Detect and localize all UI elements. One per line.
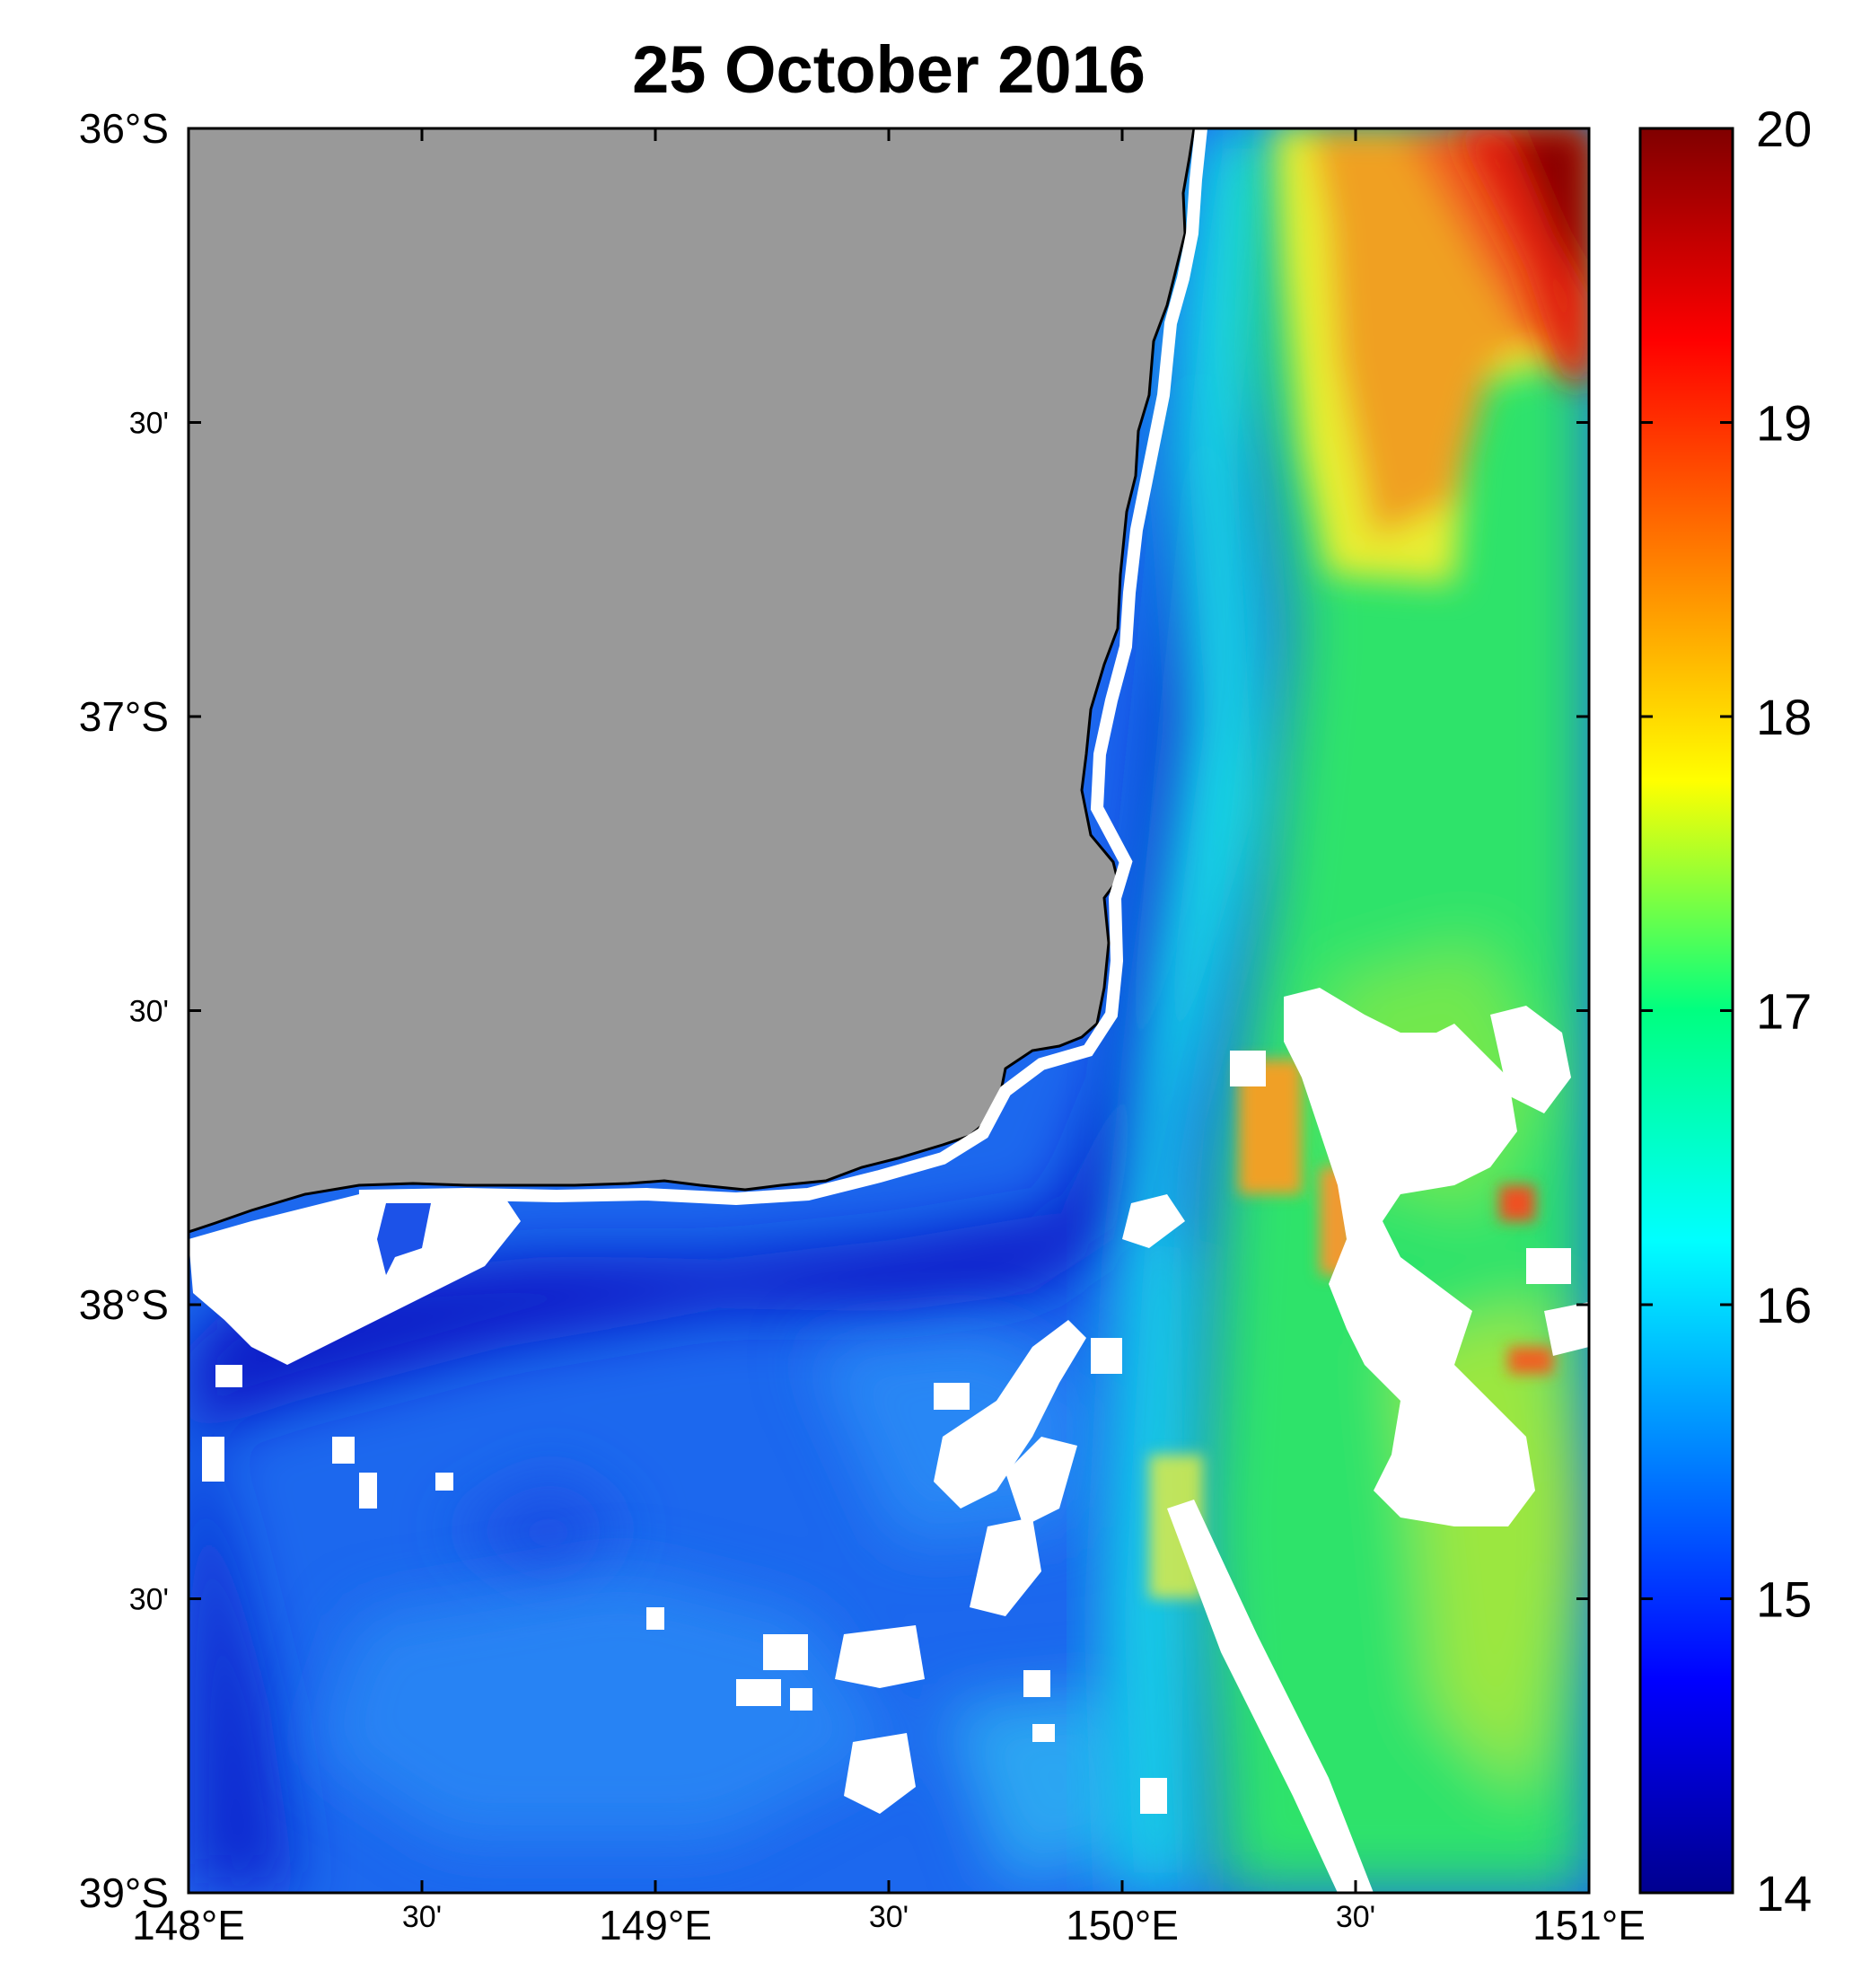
- latitude-axis: 36°S 30' 37°S 30' 38°S 30' 39°S: [79, 105, 1589, 1916]
- lat-tick-label: 39°S: [79, 1869, 169, 1916]
- lat-tick-label: 30': [129, 1583, 169, 1617]
- hot-corner: [1454, 128, 1589, 386]
- colorbar-tick-label: 14: [1756, 1865, 1812, 1922]
- longitude-axis: 148°E 30' 149°E 30' 150°E 30' 151°E: [132, 128, 1646, 1948]
- map-title: 25 October 2016: [632, 32, 1146, 107]
- lat-tick-label: 30': [129, 407, 169, 441]
- colorbar-tick-label: 19: [1756, 395, 1812, 452]
- colorbar: 20 19 18 17 16 15 14: [1638, 101, 1812, 1922]
- lat-tick-label: 36°S: [79, 105, 169, 152]
- lon-tick-label: 30': [402, 1900, 442, 1934]
- colorbar-tick-label: 16: [1756, 1277, 1812, 1333]
- colorbar-tick-label: 17: [1756, 983, 1812, 1040]
- land-mass: [189, 128, 1196, 1234]
- colorbar-tick-label: 20: [1756, 101, 1812, 157]
- cloud-nodata-regions: [189, 988, 1589, 1893]
- lat-tick-label: 30': [129, 995, 169, 1029]
- lon-tick-label: 149°E: [599, 1902, 712, 1948]
- lon-tick-label: 151°E: [1532, 1902, 1646, 1948]
- lon-tick-label: 30': [1336, 1900, 1375, 1934]
- colorbar-tick-label: 15: [1756, 1571, 1812, 1628]
- coastal-nodata-fringe: [358, 128, 1207, 1206]
- colorbar-tick-label: 18: [1756, 689, 1812, 745]
- lat-tick-label: 38°S: [79, 1281, 169, 1328]
- colorbar-ticks: 20 19 18 17 16 15 14: [1640, 101, 1812, 1922]
- colorbar-gradient: [1638, 127, 1734, 1895]
- lat-tick-label: 37°S: [79, 693, 169, 740]
- lon-tick-label: 148°E: [132, 1902, 245, 1948]
- map-area: [189, 128, 1589, 1893]
- lon-tick-label: 30': [869, 1900, 909, 1934]
- lon-tick-label: 150°E: [1066, 1902, 1179, 1948]
